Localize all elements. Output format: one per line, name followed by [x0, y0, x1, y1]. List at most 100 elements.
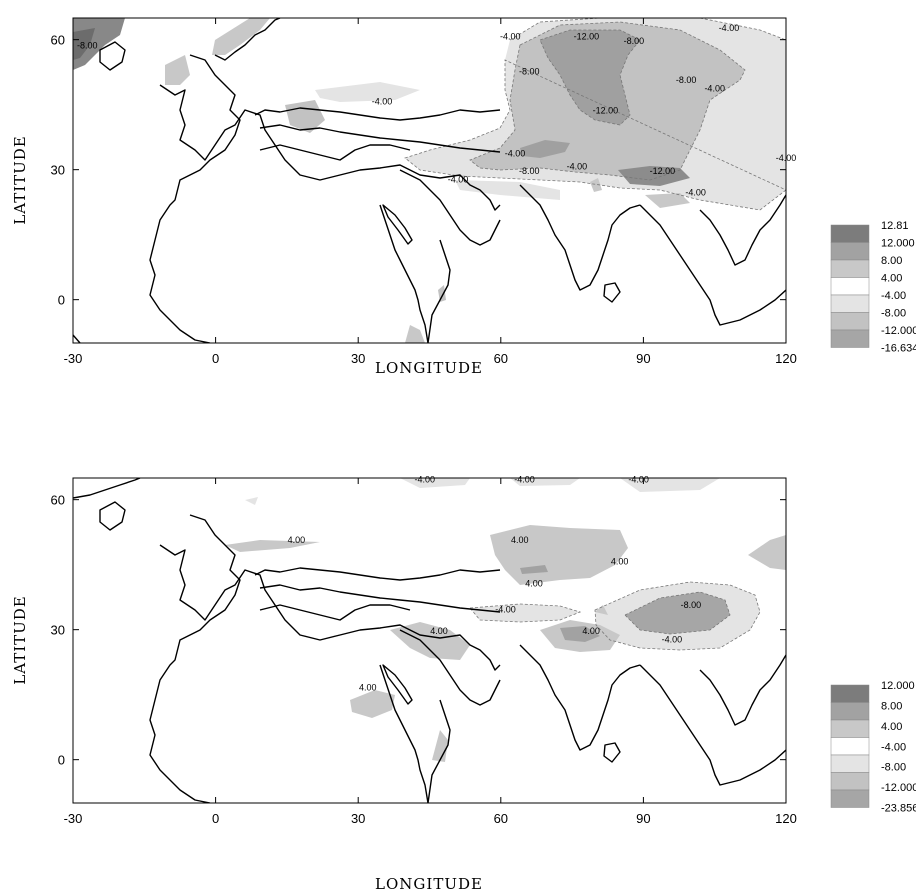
bot-contour-tibet [594, 581, 761, 651]
bot-contour-tibet-inner [624, 591, 731, 635]
contour-label: -4.00 [414, 474, 435, 484]
bot-coast-india [519, 644, 641, 751]
bot-region-india-dark [560, 626, 600, 642]
top-region-eastafrica [405, 325, 425, 343]
xtick-label: 30 [351, 811, 365, 826]
ytick-label: 60 [51, 493, 65, 508]
bot-region-iran-neg [470, 604, 580, 622]
top-colorbar-legend: 12.81 12.000 8.00 4.00 -4.00 -8.00 -12.000 -16.… [830, 220, 916, 355]
top-region-minus12-tibet [618, 166, 690, 186]
contour-label: 4.00 [611, 557, 629, 567]
contour-label: 4.00 [430, 626, 448, 636]
contour-label: -8.00 [77, 40, 98, 50]
legend-label: -16.634 [881, 343, 916, 355]
bot-region-eastafrica-pos [432, 730, 448, 762]
bottom-map-panel: -30 0 30 60 90 120 60 30 0 -4.00 -4.00 -4.00 4.00 4.… [11, 474, 916, 893]
xtick-label: 0 [212, 351, 219, 366]
contour-label: -4.00 [505, 149, 526, 159]
top-region-europe-1 [212, 18, 270, 55]
contour-label: 4.00 [288, 535, 306, 545]
xtick-label: 90 [636, 351, 650, 366]
bot-coast-caspian [259, 604, 411, 621]
bot-region-central-asia-dark [520, 565, 548, 574]
bot-contour-iran [469, 603, 582, 623]
top-coastlines [73, 18, 786, 343]
legend-label: 12.000 [881, 238, 915, 250]
bot-coast-africa-west [149, 514, 241, 803]
contour-label: -8.00 [681, 600, 702, 610]
legend-label: -8.00 [881, 308, 906, 320]
ytick-label: 0 [58, 753, 65, 768]
bot-coast-med-north [254, 567, 501, 581]
bot-coast-seasia [639, 664, 786, 786]
xtick-label: 90 [636, 811, 650, 826]
bottom-coastlines [73, 478, 786, 803]
top-region-europe-2 [165, 55, 190, 85]
legend-swatch [830, 702, 870, 721]
xtick-label: 30 [351, 351, 365, 366]
contour-label: -4.00 [628, 474, 649, 484]
legend-label: -8.00 [881, 762, 906, 774]
top-shaded-anomalies [73, 18, 786, 343]
top-contour-lines [404, 18, 786, 211]
top-contour-minus4 [404, 18, 786, 211]
legend-swatch [830, 259, 870, 278]
top-coast-nw-islands [99, 41, 126, 71]
bot-region-east-edge [748, 535, 786, 570]
legend-swatch [830, 754, 870, 773]
top-region-minus12-south [520, 140, 570, 158]
top-coast-indochina [699, 194, 786, 266]
contour-label: -4.00 [500, 32, 521, 42]
top-contour-minus12 [539, 29, 641, 126]
contour-label: -4.00 [776, 153, 797, 163]
bot-coast-blacksea [259, 584, 501, 613]
contour-label: -4.00 [514, 474, 535, 484]
top-yaxis-title: LATITUDE [11, 135, 29, 225]
top-coast-seasia [639, 204, 786, 326]
contour-label: 4.00 [525, 578, 543, 588]
top-region-somalia [438, 285, 446, 302]
legend-label: -12.000 [881, 782, 916, 794]
bot-region-mideast-pos [390, 622, 470, 660]
legend-label: -4.00 [881, 741, 906, 753]
legend-label: -12.000 [881, 325, 916, 337]
contour-label: -8.00 [519, 66, 540, 76]
legend-label: 4.00 [881, 721, 902, 733]
bot-coast-redsea [379, 664, 429, 803]
contour-label: 4.00 [582, 626, 600, 636]
top-coast-med-north [254, 107, 501, 121]
bot-coast-redsea-island [382, 664, 413, 705]
top-region-small-2 [590, 178, 602, 192]
bottom-contour-labels: -4.00 -4.00 -4.00 4.00 4.00 4.00 4.00 -4.00 4.00… [288, 474, 702, 692]
bottom-yaxis-title: LATITUDE [11, 595, 29, 685]
top-region-nw-inner [73, 28, 95, 60]
legend-swatch [830, 242, 870, 261]
bottom-colorbar-legend: 12.000 8.00 4.00 -4.00 -8.00 -12.000 -23.856 [830, 680, 916, 815]
contour-label: -4.00 [662, 635, 683, 645]
top-coast-africa-west [73, 54, 241, 343]
top-xaxis-title: LONGITUDE [375, 359, 483, 377]
top-coast-india [519, 184, 641, 291]
legend-swatch [830, 789, 870, 808]
contour-label: -8.00 [624, 36, 645, 46]
bottom-contour-lines [469, 581, 761, 651]
legend-swatch [830, 719, 870, 738]
ytick-label: 0 [58, 293, 65, 308]
contour-label: -12.00 [574, 32, 600, 42]
legend-label: -4.00 [881, 290, 906, 302]
contour-label: 4.00 [359, 682, 377, 692]
top-contour-labels: -8.00 -4.00 -12.00 -8.00 -4.00 -8.00 -8.00 -4.0… [77, 23, 796, 198]
bot-region-africa-pos [350, 690, 395, 718]
contour-label: -12.00 [650, 166, 676, 176]
ytick-label: 60 [51, 33, 65, 48]
top-coast-europe-med [159, 84, 501, 211]
bot-region-n-neg3 [620, 478, 720, 492]
legend-swatch [830, 224, 870, 243]
legend-label: 8.00 [881, 255, 902, 267]
top-coast-arabia [399, 169, 501, 246]
contour-label: -12.00 [593, 105, 619, 115]
xtick-label: 0 [212, 811, 219, 826]
contour-label: -4.00 [448, 175, 469, 185]
contour-label: -4.00 [719, 23, 740, 33]
